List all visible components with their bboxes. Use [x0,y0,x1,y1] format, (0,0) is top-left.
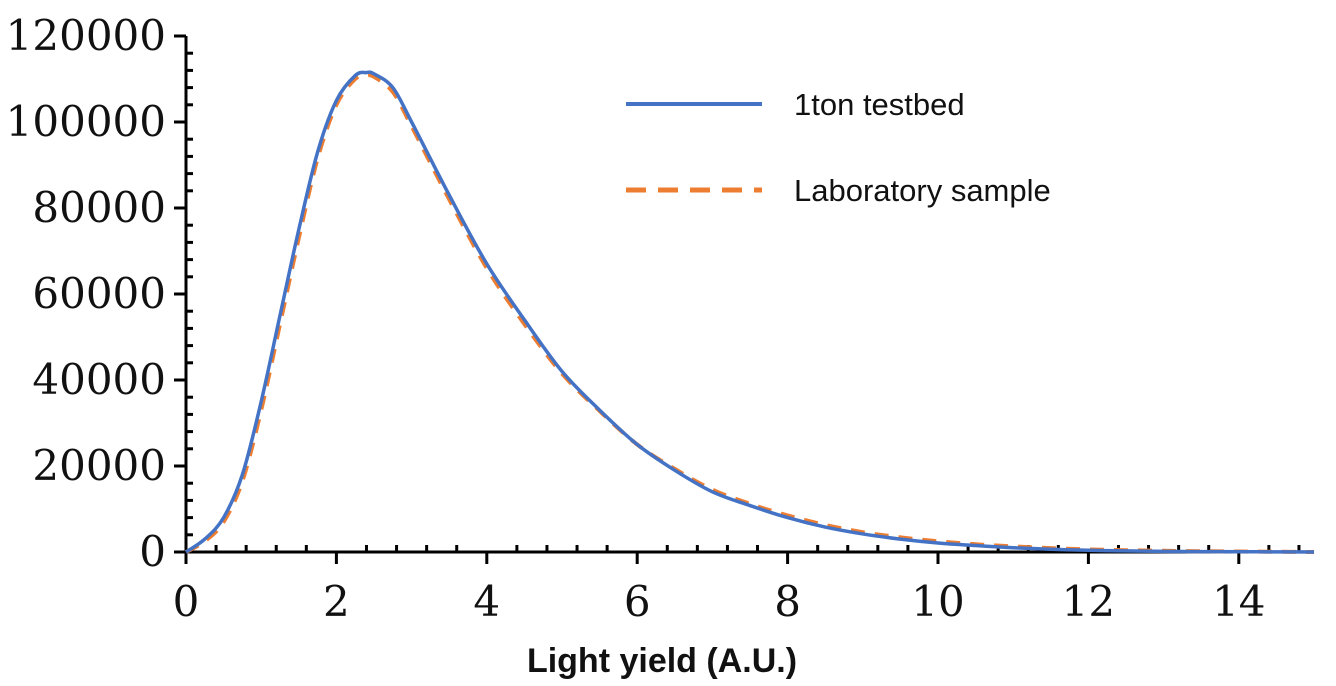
y-tick-label: 40000 [32,355,166,404]
x-tick-label: 8 [774,577,801,626]
y-tick-label: 80000 [32,183,166,232]
x-axis-title: Light yield (A.U.) [527,642,797,680]
series-layer [185,70,1315,554]
x-tick-label: 10 [911,577,964,626]
y-tick-label: 120000 [6,11,166,60]
x-tick-label: 2 [323,577,350,626]
y-tick-label: 20000 [32,441,166,490]
legend-item-laboratory-label: Laboratory sample [794,173,1051,208]
y-tick-label: 100000 [6,97,166,146]
x-tick-label: 6 [624,577,651,626]
legend: 1ton testbed Laboratory sample [626,87,1051,208]
x-tick-label: 0 [173,577,200,626]
x-tick-label: 12 [1062,577,1115,626]
legend-item-testbed-label: 1ton testbed [794,87,965,122]
y-tick-label: 0 [139,527,166,576]
series-line-testbed [185,70,1315,554]
axes-layer: 0 20000 40000 60000 80000 100000 120000 0 2 4 6 8 10… [6,11,1314,626]
x-tick-label: 14 [1212,577,1265,626]
series-line-laboratory [185,73,1315,554]
y-tick-label: 60000 [32,269,166,318]
x-tick-label: 4 [473,577,500,626]
